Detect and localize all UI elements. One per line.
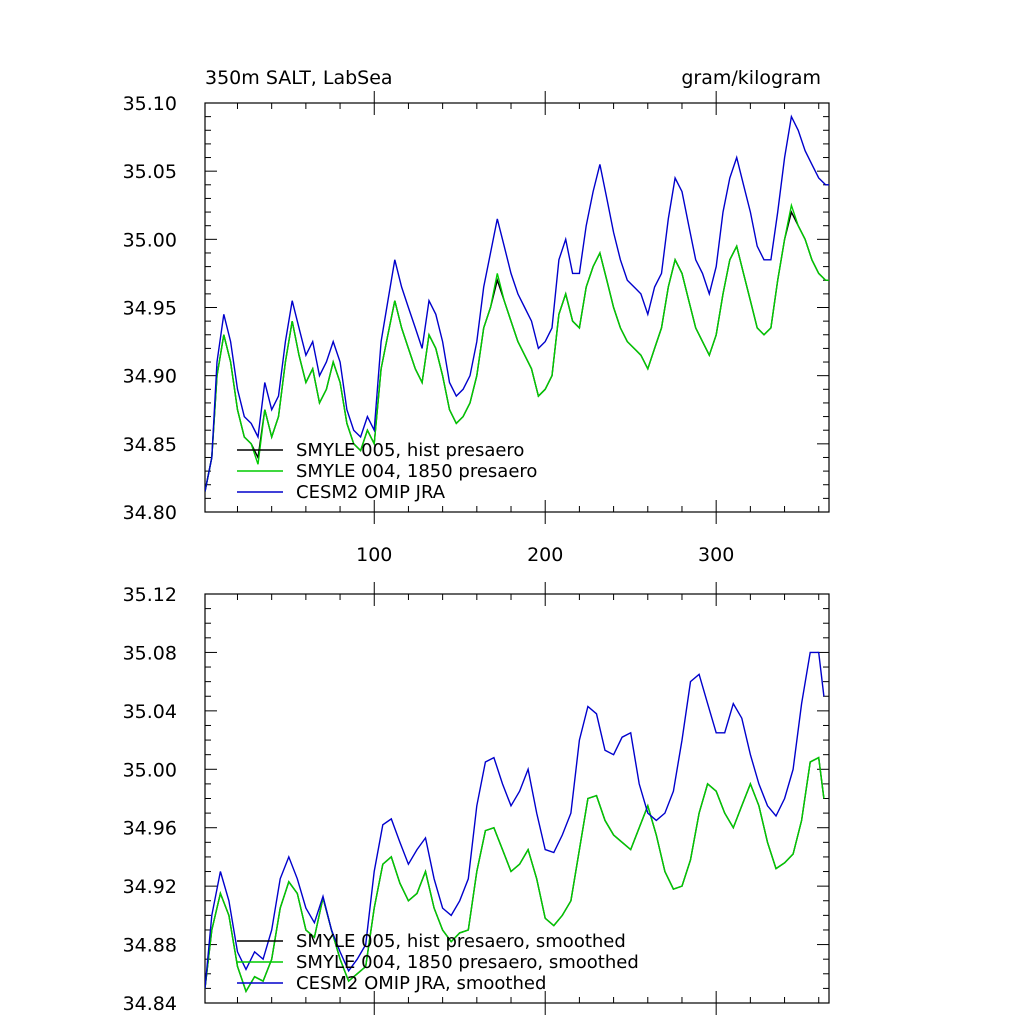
y-tick-label: 34.85 — [123, 434, 177, 456]
chart-title: 350m SALT, LabSea — [205, 67, 393, 89]
legend-label-3: CESM2 OMIP JRA — [296, 482, 446, 503]
y-tick-label: 35.00 — [123, 759, 177, 781]
series-line-2 — [205, 202, 829, 492]
chart-panel-bottom: 34.84 34.88 34.92 34.96 35.00 35.04 35.08 35.12… — [123, 582, 830, 1015]
legend-label-1: SMYLE 005, hist presaero, smoothed — [296, 931, 626, 952]
series-line-3 — [205, 651, 825, 989]
y-tick-label: 35.08 — [123, 642, 177, 664]
y-tick-label: 34.90 — [123, 366, 177, 388]
legend-label-1: SMYLE 005, hist presaero — [296, 440, 524, 461]
y-tick-label: 35.00 — [123, 229, 177, 251]
x-tick-label: 300 — [698, 544, 734, 566]
y-tick-label: 34.96 — [123, 818, 177, 840]
y-tick-label: 35.12 — [123, 584, 177, 606]
legend-label-2: SMYLE 004, 1850 presaero — [296, 461, 537, 482]
y-tick-label: 35.04 — [123, 701, 177, 723]
units-label: gram/kilogram — [681, 67, 821, 89]
y-tick-label: 34.84 — [123, 993, 177, 1015]
chart-panel-top: 34.80 34.85 34.90 34.95 35.00 35.05 35.10 100 20… — [123, 67, 830, 566]
y-tick-label: 34.80 — [123, 502, 177, 524]
legend-label-3: CESM2 OMIP JRA, smoothed — [296, 973, 546, 994]
y-tick-label: 34.95 — [123, 298, 177, 320]
y-tick-label: 34.88 — [123, 935, 177, 957]
y-tick-label: 35.10 — [123, 93, 177, 115]
y-tick-label: 35.05 — [123, 161, 177, 183]
legend-label-2: SMYLE 004, 1850 presaero, smoothed — [296, 952, 639, 973]
y-tick-label: 34.92 — [123, 876, 177, 898]
series-line-2 — [205, 756, 825, 993]
series-line-3 — [205, 114, 829, 492]
x-tick-label: 100 — [356, 544, 392, 566]
x-tick-label: 200 — [527, 544, 563, 566]
